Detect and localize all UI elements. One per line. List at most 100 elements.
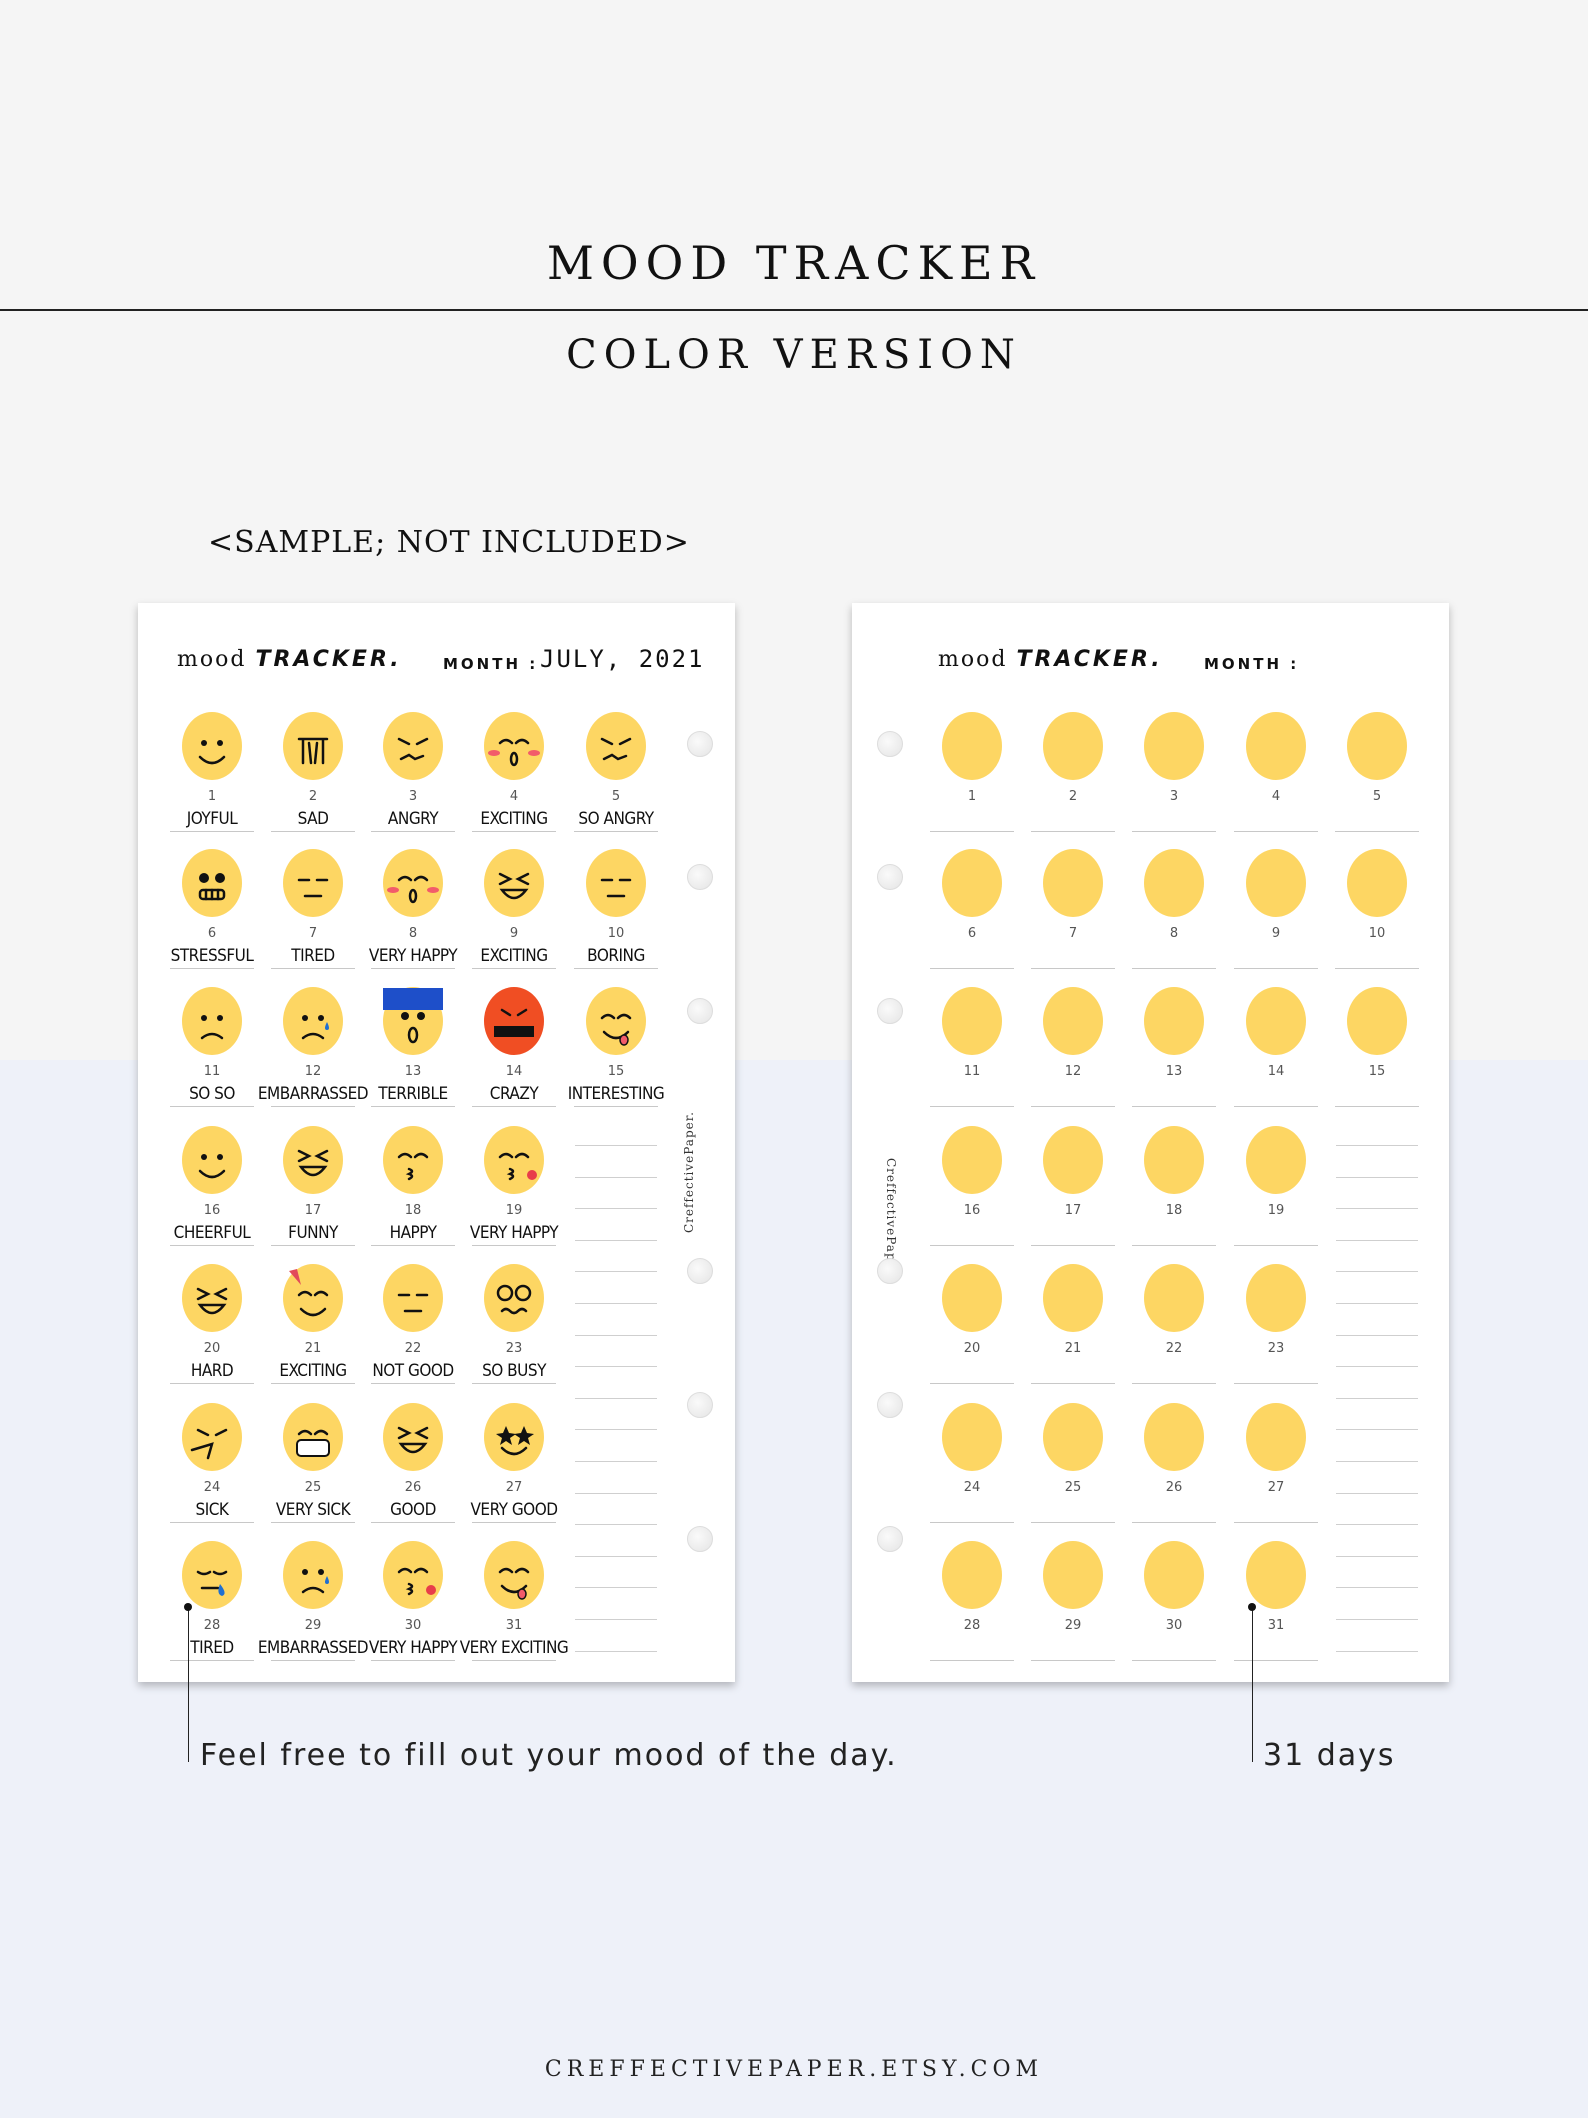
notes-line — [575, 1303, 657, 1304]
mood-label: BORING — [587, 946, 645, 966]
mood-line — [271, 1245, 355, 1246]
day-cell: 11 SO SO — [170, 986, 254, 1116]
blank-mood-circle-icon[interactable] — [1144, 711, 1204, 781]
ring-hole — [877, 998, 903, 1024]
mood-line — [371, 1383, 455, 1384]
blank-mood-circle-icon[interactable] — [1144, 848, 1204, 918]
lol-face-icon — [283, 1126, 343, 1194]
day-number: 16 — [203, 1203, 221, 1218]
notes-line — [575, 1208, 657, 1210]
mood-line — [1031, 1245, 1115, 1246]
day-number: 5 — [1372, 789, 1382, 804]
day-number: 4 — [1271, 789, 1281, 804]
day-number: 14 — [1267, 1064, 1285, 1079]
mood-line — [170, 1522, 254, 1523]
mood-line — [1132, 1245, 1216, 1246]
day-cell: 28 TIRED — [170, 1540, 254, 1670]
annotation-line — [1252, 1607, 1253, 1762]
footer-url: CREFFECTIVEPAPER.ETSY.COM — [544, 2057, 1044, 2082]
mood-line — [472, 1660, 556, 1661]
mood-label: CHEERFUL — [173, 1223, 251, 1243]
day-cell: 22 — [1132, 1263, 1216, 1393]
day-cell: 30 — [1132, 1540, 1216, 1670]
frown-face-icon — [182, 987, 242, 1055]
notes-line — [575, 1429, 657, 1431]
blank-mood-circle-icon[interactable] — [1347, 986, 1407, 1056]
blank-mood-circle-icon[interactable] — [1246, 1540, 1306, 1610]
blank-mood-circle-icon[interactable] — [1246, 711, 1306, 781]
notes-line — [1336, 1587, 1418, 1589]
notes-line — [1336, 1397, 1418, 1399]
blank-mood-circle-icon[interactable] — [1144, 1125, 1204, 1195]
blank-mood-circle-icon[interactable] — [1347, 711, 1407, 781]
day-cell: 27 — [1234, 1402, 1318, 1532]
blank-mood-circle-icon[interactable] — [1246, 1402, 1306, 1472]
blank-mood-circle-icon[interactable] — [1246, 986, 1306, 1056]
mood-label: JOYFUL — [186, 809, 238, 829]
day-cell: 17 — [1031, 1125, 1115, 1255]
notes-line — [1336, 1176, 1418, 1178]
day-number: 11 — [203, 1064, 221, 1079]
blank-mood-circle-icon[interactable] — [942, 711, 1002, 781]
mood-line — [271, 1660, 355, 1661]
day-cell: 23 — [1234, 1263, 1318, 1393]
mood-label: NOT GOOD — [372, 1361, 454, 1381]
day-number: 17 — [1064, 1203, 1082, 1218]
mood-line — [1234, 1660, 1318, 1661]
notes-line — [575, 1239, 657, 1241]
blank-mood-circle-icon[interactable] — [1043, 711, 1103, 781]
blank-mood-circle-icon[interactable] — [942, 986, 1002, 1056]
blank-mood-circle-icon[interactable] — [1043, 1125, 1103, 1195]
confounded-face-icon — [182, 1264, 242, 1332]
blank-mood-circle-icon[interactable] — [1144, 1263, 1204, 1333]
mood-line — [1234, 968, 1318, 969]
day-number: 19 — [505, 1203, 523, 1218]
mood-label: VERY HAPPY — [368, 946, 458, 966]
day-cell: 20 HARD — [170, 1263, 254, 1393]
blank-mood-circle-icon[interactable] — [942, 1125, 1002, 1195]
blank-mood-circle-icon[interactable] — [942, 1540, 1002, 1610]
blank-mood-circle-icon[interactable] — [942, 848, 1002, 918]
mood-line — [1031, 1383, 1115, 1384]
day-number: 19 — [1267, 1203, 1285, 1218]
day-number: 20 — [203, 1341, 221, 1356]
mood-line — [1031, 968, 1115, 969]
mood-line — [271, 831, 355, 832]
blank-mood-circle-icon[interactable] — [1043, 1263, 1103, 1333]
blank-mood-circle-icon[interactable] — [1246, 1125, 1306, 1195]
mood-line — [371, 1106, 455, 1107]
day-cell: 13 TERRIBLE — [371, 986, 455, 1116]
notes-line — [1336, 1366, 1418, 1368]
blank-mood-circle-icon[interactable] — [1144, 1540, 1204, 1610]
blank-mood-circle-icon[interactable] — [942, 1402, 1002, 1472]
blank-mood-circle-icon[interactable] — [1144, 1402, 1204, 1472]
ring-hole — [877, 1392, 903, 1418]
blank-mood-circle-icon[interactable] — [1144, 986, 1204, 1056]
blank-mood-circle-icon[interactable] — [1246, 1263, 1306, 1333]
mood-line — [930, 1106, 1014, 1107]
sneeze-face-icon — [182, 1403, 242, 1471]
mood-label: EMBARRASSED — [257, 1638, 369, 1658]
blank-mood-circle-icon[interactable] — [1347, 848, 1407, 918]
mood-label: INTERESTING — [567, 1084, 665, 1104]
day-number: 23 — [505, 1341, 523, 1356]
blank-mood-circle-icon[interactable] — [1246, 848, 1306, 918]
notes-line — [1336, 1145, 1418, 1146]
blank-mood-circle-icon[interactable] — [1043, 848, 1103, 918]
drool-face-icon — [182, 1541, 242, 1609]
day-cell: 14 CRAZY — [472, 986, 556, 1116]
blank-mood-circle-icon[interactable] — [1043, 1402, 1103, 1472]
ring-hole — [687, 1258, 713, 1284]
notes-line — [575, 1650, 657, 1652]
day-number: 7 — [1068, 926, 1078, 941]
day-cell: 29 EMBARRASSED — [258, 1540, 369, 1670]
mood-label: EXCITING — [279, 1361, 347, 1381]
day-cell: 7 — [1031, 848, 1115, 978]
grin-face-icon — [383, 1403, 443, 1471]
blank-mood-circle-icon[interactable] — [1043, 986, 1103, 1056]
mood-line — [472, 968, 556, 969]
blank-mood-circle-icon[interactable] — [1043, 1540, 1103, 1610]
blank-mood-circle-icon[interactable] — [942, 1263, 1002, 1333]
notes-line — [575, 1492, 657, 1494]
ring-hole — [877, 1526, 903, 1552]
